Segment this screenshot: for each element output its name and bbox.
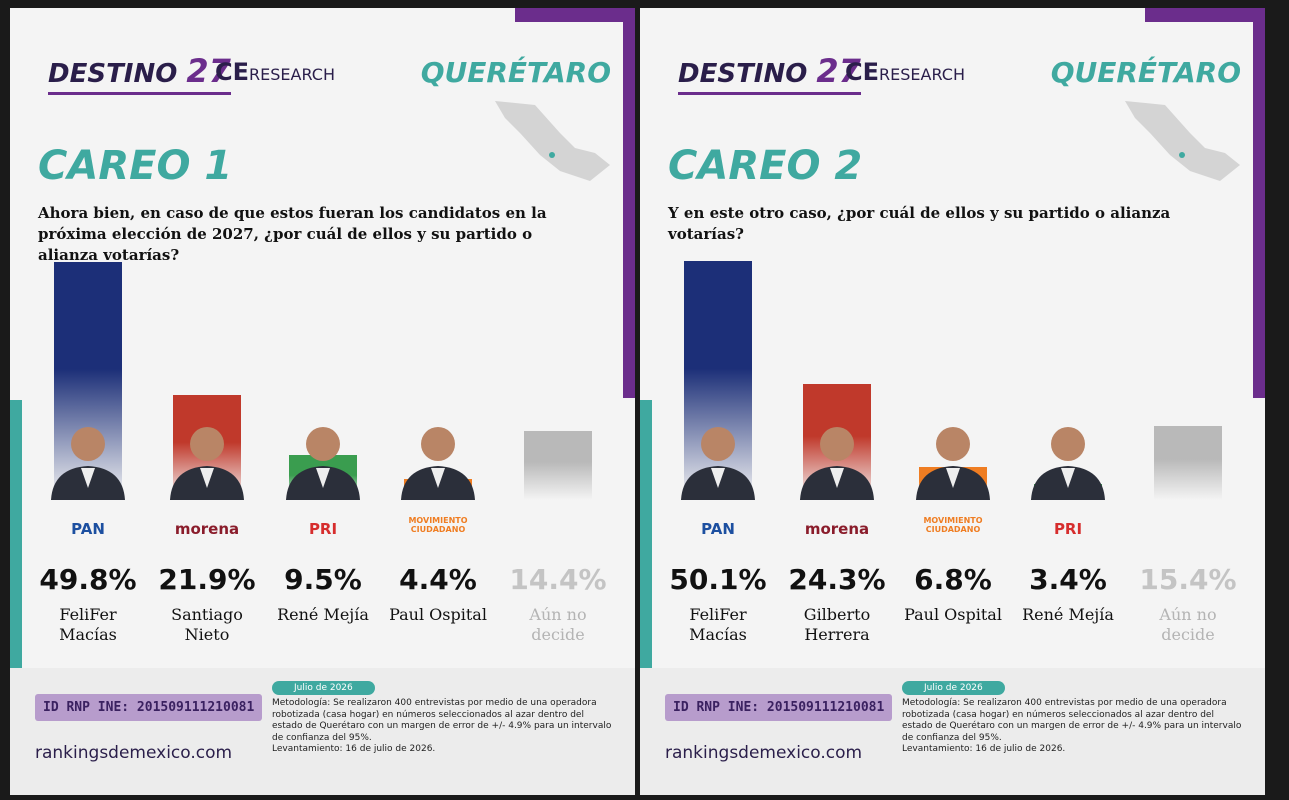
brand-number: 27 — [186, 52, 231, 90]
candidate-name: Aún no decide — [529, 605, 587, 644]
panel: DESTINO 27 CERESEARCH QUERÉTARO ID RNP INE:… — [10, 8, 635, 795]
bar — [1154, 426, 1222, 500]
research-ce: CE — [215, 58, 250, 86]
chart-title: CAREO 1 — [38, 143, 233, 189]
candidate-name: Aún no decide — [1159, 605, 1217, 644]
purple-edge — [1253, 8, 1265, 398]
silhouette — [681, 427, 755, 500]
candidate-photo — [675, 418, 761, 500]
value-label: 9.5% — [284, 563, 362, 596]
research-text: RESEARCH — [249, 65, 335, 84]
party-logo: morena — [174, 520, 240, 538]
state: QUERÉTARO — [1050, 56, 1241, 89]
research-logo: CERESEARCH — [845, 58, 965, 86]
map — [1120, 93, 1245, 192]
candidate-name: René Mejía — [1022, 605, 1114, 624]
purple-strip — [515, 8, 635, 22]
candidate-name: Gilberto Herrera — [803, 605, 871, 644]
candidate-photo — [395, 418, 481, 500]
research-logo: CERESEARCH — [215, 58, 335, 86]
bar — [524, 431, 592, 500]
research-text: RESEARCH — [879, 65, 965, 84]
candidate-photo — [1025, 418, 1111, 500]
rnp: ID RNP INE: 201509111210081 — [35, 694, 263, 721]
map — [490, 93, 615, 192]
candidate-name: René Mejía — [277, 605, 369, 624]
rnp: ID RNP INE: 201509111210081 — [665, 694, 893, 721]
candidate-photo — [280, 418, 366, 500]
candidate-photo — [794, 418, 880, 500]
value-label: 14.4% — [509, 563, 607, 596]
purple-strip — [1145, 8, 1265, 22]
silhouette — [1031, 427, 1105, 500]
silhouette — [286, 427, 360, 500]
brand-text: DESTINO — [48, 59, 178, 89]
candidate-name: FeliFer Macías — [689, 605, 747, 644]
fieldwork: Levantamiento: 16 de julio de 2026. — [272, 744, 436, 754]
question: Ahora bien, en caso de que estos fueran … — [38, 204, 547, 264]
party-logo: MOVIMIENTO CIUDADANO — [923, 516, 983, 534]
silhouette — [800, 427, 874, 500]
candidate-photo — [164, 418, 250, 500]
state: QUERÉTARO — [420, 56, 611, 89]
brand: DESTINO 27 — [678, 52, 861, 95]
website: rankingsdemexico.com — [35, 743, 233, 763]
methodology-text: Metodología: Se realizaron 400 entrevist… — [272, 698, 612, 743]
silhouette — [170, 427, 244, 500]
candidate-name: FeliFer Macías — [59, 605, 117, 644]
value-label: 50.1% — [669, 563, 767, 596]
value-label: 3.4% — [1029, 563, 1107, 596]
methodology: Metodología: Se realizaron 400 entrevist… — [272, 698, 612, 756]
panel: DESTINO 27 CERESEARCH QUERÉTARO ID RNP INE:… — [640, 8, 1265, 795]
map-shape — [1125, 101, 1240, 181]
party-logo: PRI — [308, 520, 338, 538]
brand-text: DESTINO — [678, 59, 808, 89]
candidate-name: Paul Ospital — [389, 605, 487, 624]
fieldwork: Levantamiento: 16 de julio de 2026. — [902, 744, 1066, 754]
value-label: 6.8% — [914, 563, 992, 596]
website: rankingsdemexico.com — [665, 743, 863, 763]
candidate-photo — [910, 418, 996, 500]
party-logo: PRI — [1053, 520, 1083, 538]
value-label: 49.8% — [39, 563, 137, 596]
value-label: 24.3% — [788, 563, 886, 596]
purple-edge — [623, 8, 635, 398]
research-ce: CE — [845, 58, 880, 86]
methodology-text: Metodología: Se realizaron 400 entrevist… — [902, 698, 1242, 743]
party-logo: PAN — [701, 520, 735, 538]
brand-number: 27 — [816, 52, 861, 90]
methodology: Metodología: Se realizaron 400 entrevist… — [902, 698, 1242, 756]
silhouette — [916, 427, 990, 500]
candidate-photo — [45, 418, 131, 500]
silhouette — [51, 427, 125, 500]
chart-title: CAREO 2 — [668, 143, 863, 189]
party-logo: morena — [804, 520, 870, 538]
brand: DESTINO 27 — [48, 52, 231, 95]
date: Julio de 2026 — [902, 681, 1005, 695]
candidate-name: Paul Ospital — [904, 605, 1002, 624]
date: Julio de 2026 — [272, 681, 375, 695]
question: Y en este otro caso, ¿por cuál de ellos … — [668, 204, 1171, 243]
party-logo: PAN — [71, 520, 105, 538]
candidate-name: Santiago Nieto — [171, 605, 243, 644]
silhouette — [401, 427, 475, 500]
party-logo: MOVIMIENTO CIUDADANO — [408, 516, 468, 534]
value-label: 15.4% — [1139, 563, 1237, 596]
map-shape — [495, 101, 610, 181]
value-label: 21.9% — [158, 563, 256, 596]
value-label: 4.4% — [399, 563, 477, 596]
